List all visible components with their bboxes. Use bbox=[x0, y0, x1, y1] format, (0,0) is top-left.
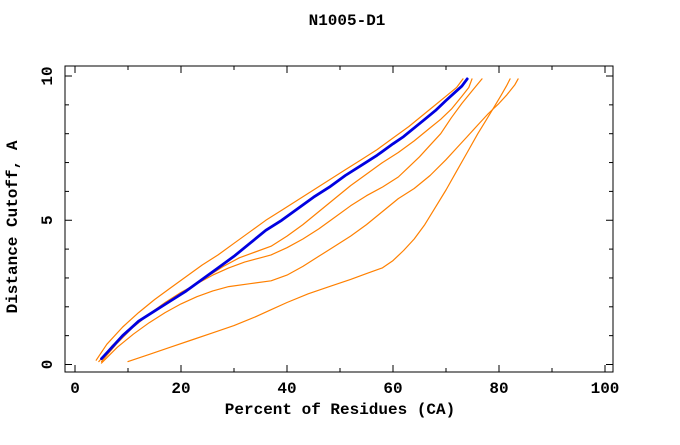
tick-labels-layer: 0 20 40 60 80 100 0 5 10 bbox=[39, 66, 619, 398]
plot-border bbox=[64, 65, 614, 373]
y-tick-label: 0 bbox=[39, 360, 57, 370]
y-tick-label: 10 bbox=[39, 66, 57, 85]
x-tick-label: 40 bbox=[277, 380, 296, 398]
x-tick-label: 0 bbox=[70, 380, 80, 398]
x-tick-label: 100 bbox=[591, 380, 620, 398]
y-tick-label: 5 bbox=[39, 215, 57, 225]
x-tick-label: 80 bbox=[489, 380, 508, 398]
chart-title: N1005-D1 bbox=[309, 12, 386, 30]
orange-line-5 bbox=[127, 78, 511, 363]
orange-line-1 bbox=[95, 78, 464, 361]
orange-line-4 bbox=[100, 78, 519, 364]
blue-thick-line bbox=[100, 77, 469, 361]
orange-line-3 bbox=[100, 78, 483, 363]
y-axis-label: Distance Cutoff, A bbox=[4, 140, 22, 313]
plot-frame bbox=[64, 65, 614, 373]
x-axis-label: Percent of Residues (CA) bbox=[225, 401, 455, 419]
ticks-layer bbox=[65, 66, 613, 372]
x-tick-label: 20 bbox=[171, 380, 190, 398]
x-tick-label: 60 bbox=[383, 380, 402, 398]
series-layer bbox=[95, 77, 519, 364]
